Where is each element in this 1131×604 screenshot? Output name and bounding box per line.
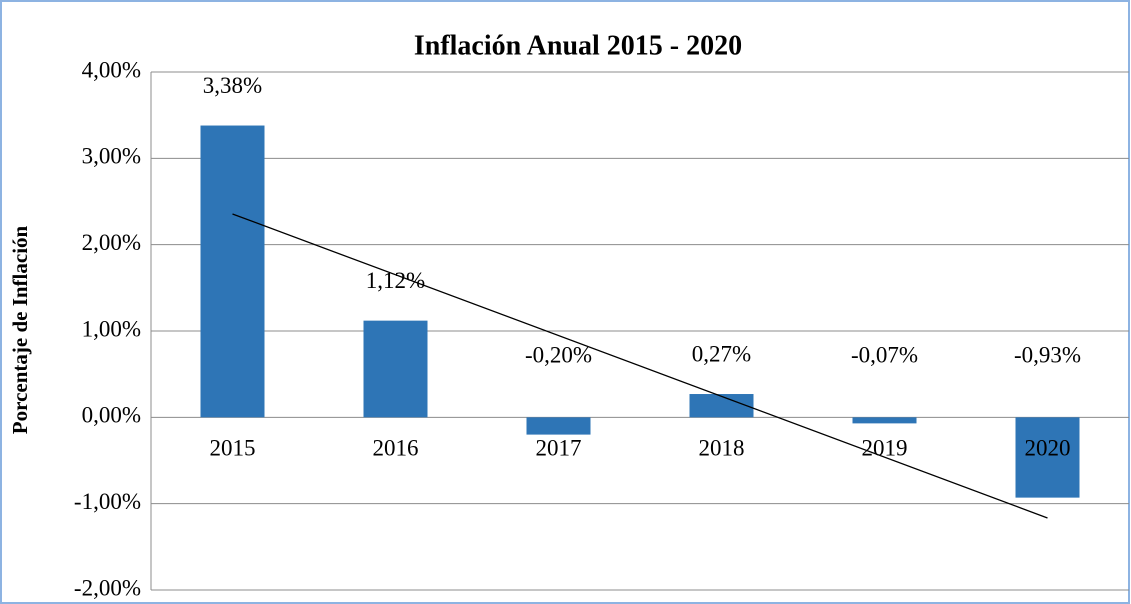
bar	[1015, 417, 1080, 498]
y-tick-label: 1,00%	[82, 316, 141, 341]
data-label: -0,20%	[525, 343, 592, 368]
x-tick-label: 2016	[373, 436, 419, 461]
x-tick-label: 2017	[536, 436, 582, 461]
data-label: 3,38%	[203, 73, 262, 98]
data-label: 1,12%	[366, 268, 425, 293]
bar	[526, 417, 591, 435]
y-tick-label: 2,00%	[82, 230, 141, 255]
data-label: -0,93%	[1014, 343, 1081, 368]
bar	[689, 394, 754, 418]
data-label: -0,07%	[851, 343, 918, 368]
trendline	[232, 213, 1048, 519]
bar	[363, 320, 428, 418]
y-tick-label: 3,00%	[82, 144, 141, 169]
y-tick-label: 0,00%	[82, 403, 141, 428]
x-tick-label: 2018	[699, 436, 745, 461]
bar	[200, 125, 265, 418]
y-axis-label: Porcentaje de Inflación	[8, 225, 32, 434]
x-tick-label: 2020	[1025, 436, 1071, 461]
chart-title: Inflación Anual 2015 - 2020	[414, 30, 742, 61]
x-tick-label: 2015	[210, 436, 256, 461]
y-tick-label: 4,00%	[82, 57, 141, 82]
y-tick-label: -2,00%	[74, 575, 141, 600]
y-tick-label: -1,00%	[74, 489, 141, 514]
x-tick-label: 2019	[862, 436, 908, 461]
bar	[852, 417, 917, 424]
data-label: 0,27%	[692, 341, 751, 366]
